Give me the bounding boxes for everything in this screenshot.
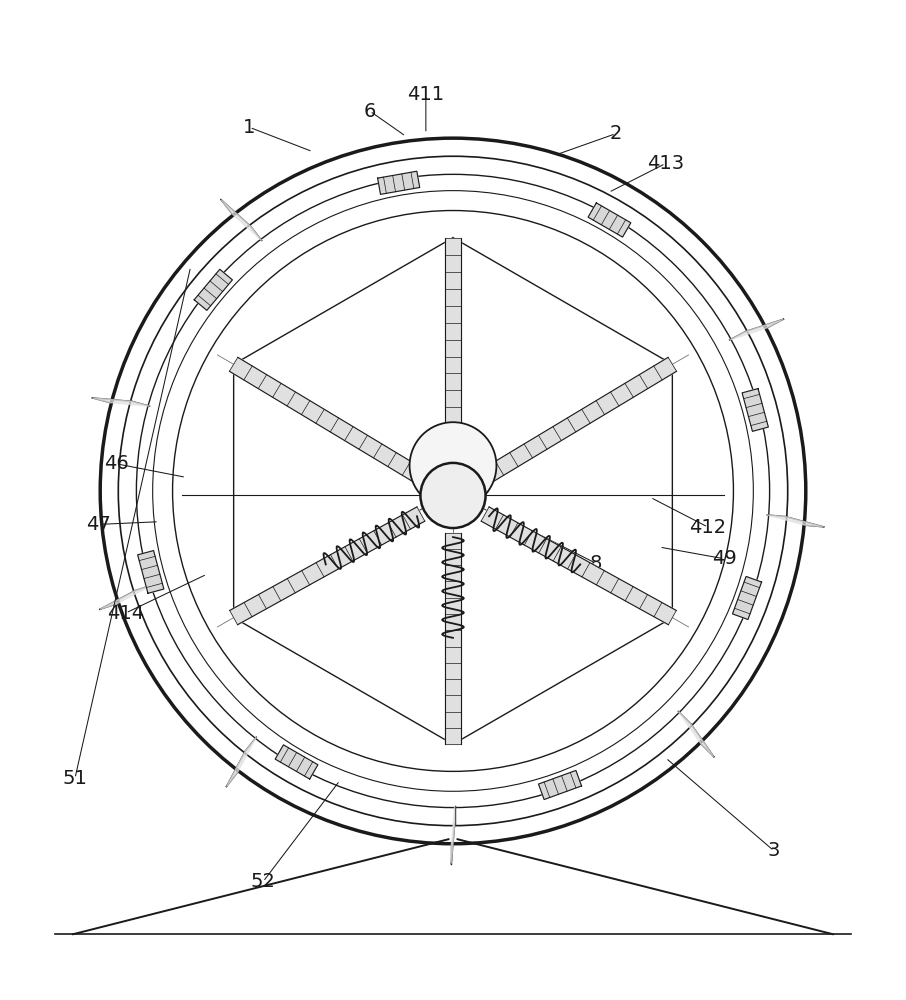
Text: 8: 8 — [590, 554, 602, 573]
Circle shape — [410, 422, 496, 509]
Polygon shape — [226, 737, 256, 787]
Polygon shape — [100, 585, 152, 609]
Text: 414: 414 — [107, 604, 144, 623]
Polygon shape — [229, 357, 425, 484]
Polygon shape — [275, 745, 318, 779]
Text: 1: 1 — [244, 118, 255, 137]
Polygon shape — [451, 806, 455, 864]
Polygon shape — [729, 319, 784, 340]
Polygon shape — [481, 507, 676, 625]
Polygon shape — [679, 711, 714, 757]
Text: 413: 413 — [647, 154, 684, 173]
Polygon shape — [481, 357, 677, 484]
Polygon shape — [588, 203, 631, 237]
Polygon shape — [138, 551, 164, 593]
Text: 2: 2 — [610, 124, 622, 143]
Polygon shape — [445, 238, 461, 458]
Polygon shape — [538, 770, 582, 800]
Text: 47: 47 — [86, 515, 111, 534]
Text: 412: 412 — [689, 518, 727, 537]
Polygon shape — [378, 171, 419, 194]
Text: 51: 51 — [63, 769, 87, 788]
Text: 46: 46 — [104, 454, 129, 473]
Text: 52: 52 — [251, 872, 275, 891]
Polygon shape — [742, 389, 768, 431]
Text: 49: 49 — [712, 549, 737, 568]
Text: 3: 3 — [768, 841, 780, 860]
Text: 411: 411 — [408, 85, 445, 104]
Polygon shape — [221, 200, 262, 241]
Polygon shape — [732, 576, 762, 619]
Text: 6: 6 — [363, 102, 376, 121]
Polygon shape — [767, 515, 824, 527]
Polygon shape — [92, 398, 149, 406]
Polygon shape — [230, 507, 425, 625]
Polygon shape — [194, 269, 233, 310]
Circle shape — [420, 463, 486, 528]
Polygon shape — [445, 533, 461, 744]
